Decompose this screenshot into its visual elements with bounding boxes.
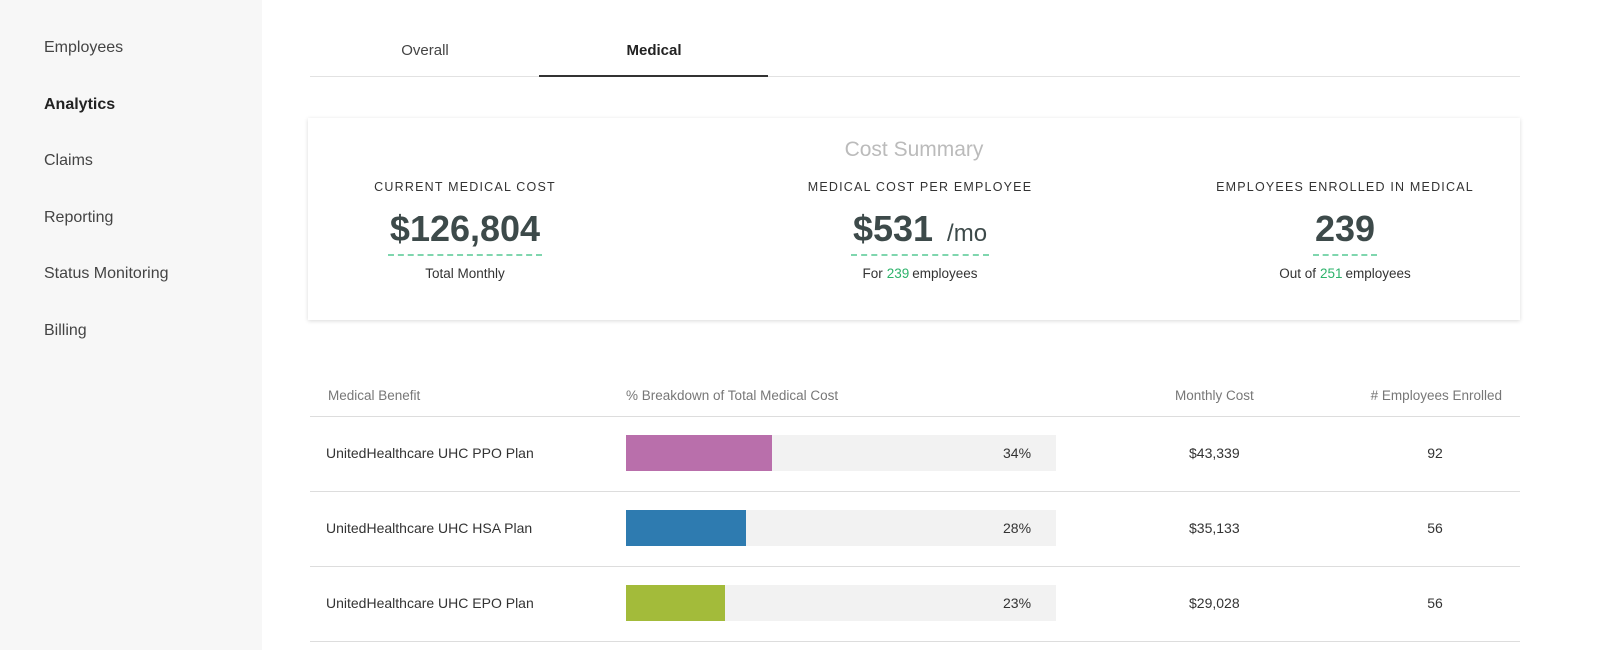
row-divider bbox=[310, 566, 1520, 567]
value-unit: /mo bbox=[947, 220, 988, 247]
metric-note: Total Monthly bbox=[265, 266, 665, 281]
cost-summary-card: Cost Summary CURRENT MEDICAL COST $126,80… bbox=[308, 118, 1520, 320]
metric-value: $126,804 bbox=[387, 208, 543, 256]
nav-item[interactable]: Status Monitoring bbox=[44, 265, 169, 282]
metric: EMPLOYEES ENROLLED IN MEDICAL 239 Out of 25… bbox=[1145, 180, 1545, 281]
active-tab-underline bbox=[539, 75, 768, 77]
metric-value-wrap: 239 bbox=[1145, 194, 1545, 256]
metric: CURRENT MEDICAL COST $126,804 Total Monthl… bbox=[265, 180, 665, 281]
benefit-name: UnitedHealthcare UHC HSA Plan bbox=[326, 520, 533, 536]
note-suffix: employees bbox=[1345, 266, 1411, 281]
nav-item[interactable]: Claims bbox=[44, 152, 93, 169]
enrolled: 56 bbox=[1427, 595, 1443, 611]
bar bbox=[626, 435, 773, 471]
note: Total Monthly bbox=[425, 266, 505, 281]
metric-note: For 239 employees bbox=[720, 266, 1120, 281]
metric-label: EMPLOYEES ENROLLED IN MEDICAL bbox=[1216, 180, 1474, 194]
note-suffix: employees bbox=[912, 266, 978, 281]
column-header: # Employees Enrolled bbox=[1370, 388, 1502, 403]
column-header: Monthly Cost bbox=[1175, 388, 1254, 403]
nav-item[interactable]: Employees bbox=[44, 39, 124, 56]
row-divider bbox=[310, 416, 1520, 417]
column-header: Medical Benefit bbox=[328, 388, 421, 403]
monthly-cost: $43,339 bbox=[1189, 445, 1240, 461]
note-prefix: Out of bbox=[1279, 266, 1316, 281]
percent-label: 28% bbox=[1003, 520, 1032, 536]
metric-value-wrap: $531/mo bbox=[720, 194, 1120, 256]
row-divider bbox=[310, 491, 1520, 492]
bar-track bbox=[626, 510, 1056, 546]
tab[interactable]: Overall bbox=[401, 42, 449, 59]
card-title: Cost Summary bbox=[844, 138, 984, 161]
enrolled: 92 bbox=[1427, 445, 1443, 461]
column-header: % Breakdown of Total Medical Cost bbox=[626, 388, 839, 403]
monthly-cost: $35,133 bbox=[1189, 520, 1240, 536]
percent-label: 23% bbox=[1003, 595, 1032, 611]
bar-track bbox=[626, 435, 1056, 471]
row-divider bbox=[310, 641, 1520, 642]
note-highlight: 239 bbox=[886, 266, 910, 281]
metric-note: Out of 251 employees bbox=[1145, 266, 1545, 281]
monthly-cost: $29,028 bbox=[1189, 595, 1240, 611]
tab-divider bbox=[310, 76, 1520, 77]
nav-item[interactable]: Billing bbox=[44, 321, 87, 339]
percent-label: 34% bbox=[1003, 445, 1032, 461]
value-text: 239 bbox=[1314, 208, 1376, 249]
note-highlight: 251 bbox=[1319, 266, 1343, 281]
benefit-name: UnitedHealthcare UHC EPO Plan bbox=[326, 595, 534, 611]
metric-value-wrap: $126,804 bbox=[265, 194, 665, 256]
metric-value: 239 bbox=[1312, 208, 1378, 256]
enrolled: 56 bbox=[1427, 520, 1443, 536]
note-prefix: For bbox=[862, 266, 883, 281]
metric: MEDICAL COST PER EMPLOYEE $531/mo For 239 em… bbox=[720, 180, 1120, 281]
metric-value: $531/mo bbox=[850, 208, 990, 256]
nav-item[interactable]: Reporting bbox=[44, 208, 114, 226]
value-text: $531 bbox=[852, 208, 934, 249]
sidebar: Employees Analytics Claims Reporting Status … bbox=[0, 0, 262, 650]
metric-label: MEDICAL COST PER EMPLOYEE bbox=[807, 180, 1033, 194]
nav-item[interactable]: Analytics bbox=[44, 95, 116, 113]
value-text: $126,804 bbox=[389, 208, 541, 249]
tab[interactable]: Medical bbox=[626, 42, 682, 59]
benefit-name: UnitedHealthcare UHC PPO Plan bbox=[326, 445, 534, 461]
bar bbox=[626, 510, 747, 546]
metric-label: CURRENT MEDICAL COST bbox=[374, 180, 556, 194]
bar bbox=[626, 585, 725, 621]
bar-track bbox=[626, 585, 1056, 621]
